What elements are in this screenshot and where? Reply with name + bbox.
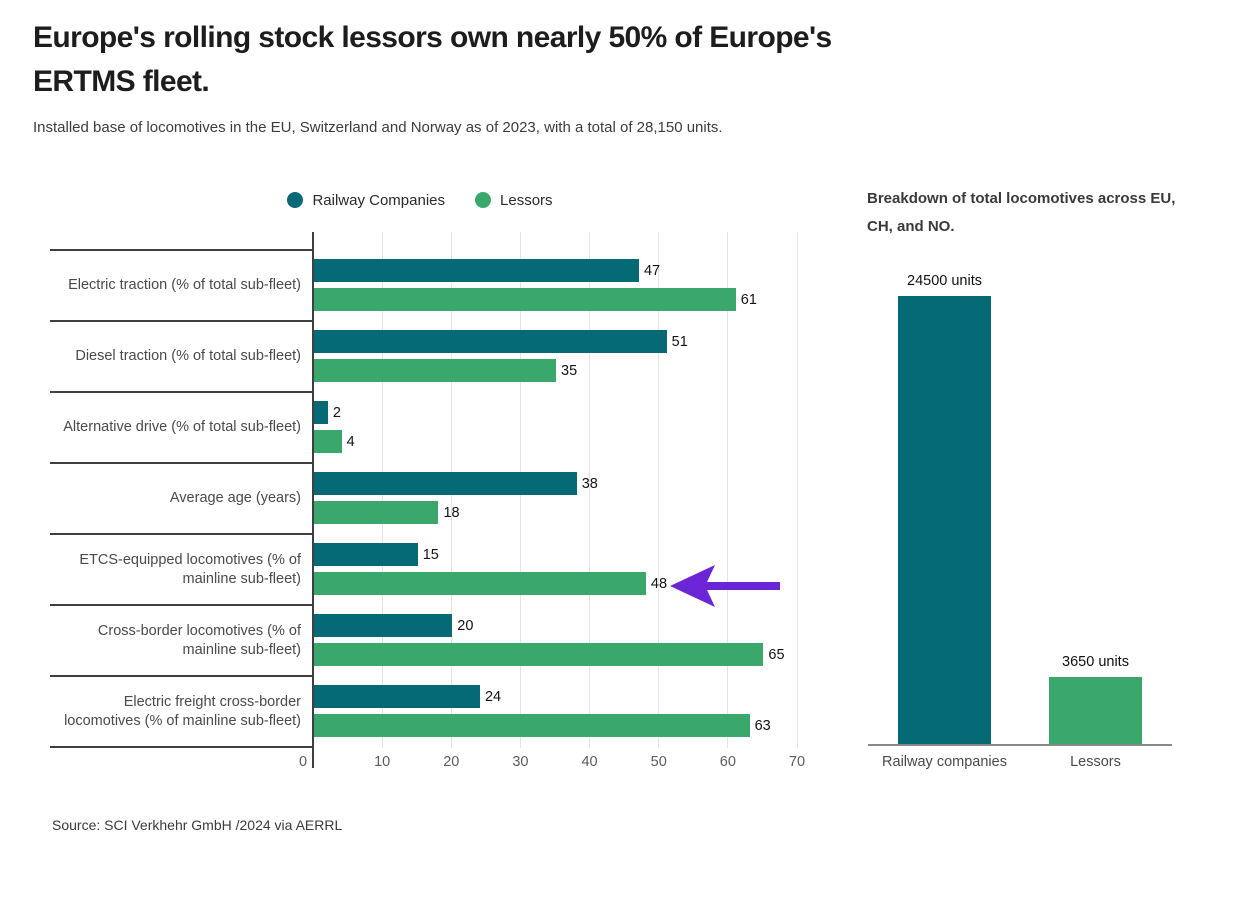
chart-subtitle: Installed base of locomotives in the EU,… bbox=[33, 119, 723, 136]
bar-lessors bbox=[314, 359, 556, 382]
x-tick-label: 60 bbox=[719, 754, 736, 770]
legend-label-railway-companies: Railway Companies bbox=[312, 191, 446, 209]
bars-area: 47 61 51 35 2 4 38 18 15 48 20 65 24 63 bbox=[313, 232, 798, 748]
bar-value-label: 47 bbox=[643, 262, 661, 279]
bar-railway-companies bbox=[314, 330, 667, 353]
bar-railway-companies bbox=[314, 614, 453, 637]
category-label: ETCS-equipped locomotives (% of mainline… bbox=[79, 551, 301, 587]
title-line-1: Europe's rolling stock lessors own nearl… bbox=[33, 21, 832, 54]
grouped-bar-chart: Electric traction (% of total sub-fleet)… bbox=[50, 232, 805, 792]
gridline bbox=[658, 232, 660, 748]
x-tick-label: 20 bbox=[443, 754, 460, 770]
category-divider bbox=[50, 320, 313, 322]
x-tick-label: 40 bbox=[581, 754, 598, 770]
bar-lessors bbox=[314, 288, 736, 311]
railway-companies-legend-dot-icon bbox=[287, 192, 304, 208]
right-x-tick-label: Railway companies bbox=[882, 754, 1007, 770]
bar-value-label: 4 bbox=[346, 433, 355, 450]
bar-value-label: 65 bbox=[768, 646, 785, 663]
bar-value-label: 61 bbox=[740, 291, 757, 308]
y-axis-line bbox=[312, 232, 314, 768]
bar-railway-companies bbox=[314, 472, 577, 495]
bar-lessors bbox=[314, 501, 439, 524]
bar-value-label: 35 bbox=[561, 362, 578, 379]
right-chart-title: Breakdown of total locomotives across EU… bbox=[867, 185, 1197, 241]
right-chart-title-line-2: CH, and NO. bbox=[867, 218, 955, 235]
category-labels: Electric traction (% of total sub-fleet)… bbox=[50, 232, 313, 768]
page-title: Europe's rolling stock lessors own nearl… bbox=[33, 16, 1093, 104]
source-note: Source: SCI Verkhehr GmbH /2024 via AERR… bbox=[52, 817, 343, 833]
gridline bbox=[796, 232, 798, 748]
x-tick-label: 50 bbox=[650, 754, 667, 770]
legend-item-lessors: Lessors bbox=[475, 192, 553, 209]
category-divider bbox=[50, 249, 313, 251]
category-divider bbox=[50, 391, 313, 393]
category-label: Electric freight cross-border locomotive… bbox=[64, 693, 301, 729]
gridline bbox=[727, 232, 729, 748]
bar-value-label: 24 bbox=[484, 688, 502, 705]
bar-value-label: 48 bbox=[650, 575, 668, 592]
legend-item-railway-companies: Railway Companies bbox=[287, 192, 445, 209]
category-divider bbox=[50, 533, 313, 535]
purple-arrow-icon bbox=[670, 565, 780, 607]
category-divider bbox=[50, 675, 313, 677]
bar-lessors bbox=[314, 643, 764, 666]
gridline bbox=[589, 232, 591, 748]
total-bar-value-label: 3650 units bbox=[1062, 654, 1129, 671]
category-label: Electric traction (% of total sub-fleet) bbox=[68, 277, 301, 293]
category-label: Cross-border locomotives (% of mainline … bbox=[97, 622, 301, 658]
category-label: Alternative drive (% of total sub-fleet) bbox=[63, 419, 301, 435]
legend-label-lessors: Lessors bbox=[500, 191, 553, 209]
bar-railway-companies bbox=[314, 543, 418, 566]
category-divider bbox=[50, 462, 313, 464]
total-bar-lessors bbox=[1049, 677, 1142, 744]
x-tick-label: 0 bbox=[298, 754, 308, 770]
lessors-legend-dot-icon bbox=[475, 192, 492, 208]
right-chart-title-line-1: Breakdown of total locomotives across EU… bbox=[867, 190, 1176, 207]
purple-arrow-path bbox=[670, 565, 780, 607]
x-tick-label: 30 bbox=[512, 754, 529, 770]
totals-bar-chart: 24500 units Railway companies 3650 units Le… bbox=[868, 273, 1172, 770]
bar-value-label: 2 bbox=[332, 404, 341, 421]
category-divider bbox=[50, 746, 313, 748]
title-line-2: ERTMS fleet. bbox=[33, 65, 210, 98]
category-label: Average age (years) bbox=[169, 490, 301, 506]
bar-value-label: 18 bbox=[443, 504, 460, 521]
bar-lessors bbox=[314, 430, 342, 453]
bar-railway-companies bbox=[314, 685, 480, 708]
total-bar-railway-companies bbox=[898, 296, 991, 744]
category-label: Diesel traction (% of total sub-fleet) bbox=[75, 348, 301, 364]
x-tick-label: 10 bbox=[374, 754, 391, 770]
bar-value-label: 51 bbox=[671, 333, 688, 350]
bar-lessors bbox=[314, 714, 750, 737]
bar-value-label: 38 bbox=[581, 475, 598, 492]
x-axis: 0 10 20 30 40 50 60 70 bbox=[299, 754, 805, 774]
total-bar-value-label: 24500 units bbox=[907, 273, 982, 289]
bar-value-label: 20 bbox=[457, 617, 474, 634]
bar-value-label: 15 bbox=[422, 546, 439, 563]
x-tick-label: 70 bbox=[788, 754, 806, 770]
bar-railway-companies bbox=[314, 401, 328, 424]
category-divider bbox=[50, 604, 313, 606]
bar-lessors bbox=[314, 572, 646, 595]
bar-railway-companies bbox=[314, 259, 639, 282]
bar-value-label: 63 bbox=[754, 717, 771, 734]
legend: Railway Companies Lessors bbox=[50, 189, 790, 211]
right-x-tick-label: Lessors bbox=[1070, 754, 1121, 770]
